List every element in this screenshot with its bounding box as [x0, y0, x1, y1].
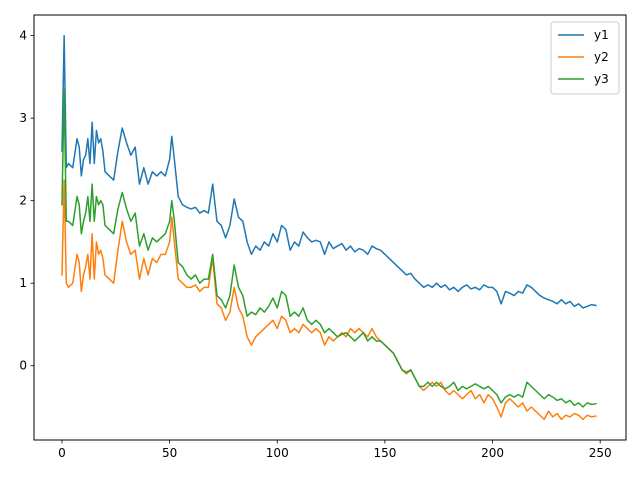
- y-tick-label: 1: [19, 276, 27, 290]
- legend-label-y3: y3: [594, 72, 609, 86]
- series-line-y1: [61, 34, 597, 309]
- x-tick-label: 50: [162, 446, 177, 460]
- x-axis: 0 50 100 150 200 250: [58, 440, 612, 460]
- legend: y1 y2 y3: [550, 21, 620, 95]
- x-tick-label: 0: [58, 446, 66, 460]
- y-tick-label: 4: [19, 29, 27, 43]
- legend-label-y2: y2: [594, 50, 609, 64]
- x-tick-label: 100: [266, 446, 289, 460]
- y-tick-label: 3: [19, 111, 27, 125]
- series-line-y2: [61, 179, 597, 421]
- plot-frame: [33, 14, 627, 441]
- series-line-y3: [61, 88, 597, 408]
- plot-area: [61, 34, 597, 421]
- x-tick-label: 200: [481, 446, 504, 460]
- legend-box: [550, 21, 620, 95]
- x-tick-label: 250: [589, 446, 612, 460]
- y-axis: 0 1 2 3 4: [19, 29, 34, 373]
- x-tick-label: 150: [373, 446, 396, 460]
- y-tick-label: 0: [19, 359, 27, 373]
- y-tick-label: 2: [19, 194, 27, 208]
- legend-label-y1: y1: [594, 28, 609, 42]
